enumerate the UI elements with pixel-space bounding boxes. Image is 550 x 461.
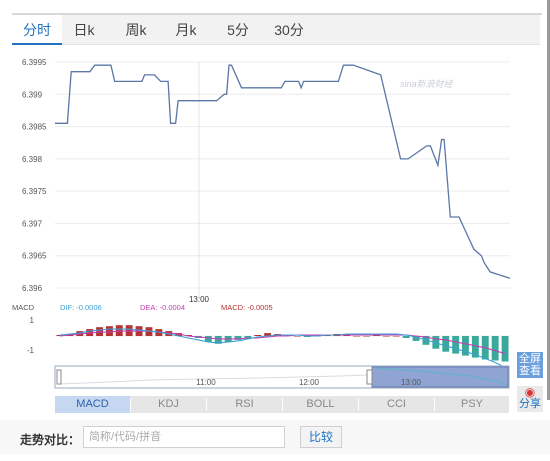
macd-bar	[412, 336, 420, 341]
macd-bar	[452, 336, 460, 354]
tab-divider	[434, 398, 435, 411]
tab-monthly-k[interactable]: 月k	[175, 22, 197, 38]
macd-bar	[501, 336, 509, 362]
macd-legend-item: DIF: -0.0006	[60, 303, 102, 312]
top-rule	[12, 13, 542, 15]
macd-bar	[244, 336, 252, 338]
macd-bar	[363, 336, 370, 337]
macd-bar	[254, 335, 262, 336]
indicator-tab-kdj[interactable]: KDJ	[158, 398, 179, 410]
y-tick-label: 6.3985	[22, 123, 47, 132]
macd-bar	[293, 336, 301, 337]
compare-search-input[interactable]	[83, 426, 285, 448]
indicator-tabs: MACD KDJ RSI BOLL CCI PSY	[55, 396, 509, 413]
macd-bar	[234, 336, 242, 340]
tab-30min[interactable]: 30分	[274, 22, 304, 38]
y-tick-label: 6.396	[22, 284, 43, 293]
dif-line	[59, 328, 506, 368]
macd-bar	[264, 333, 272, 336]
indicator-tab-rsi[interactable]: RSI	[235, 398, 254, 410]
y-tick-label: 6.397	[22, 219, 43, 228]
indicator-tab-boll[interactable]: BOLL	[306, 398, 335, 410]
y-tick-label: 6.3975	[22, 187, 47, 196]
tab-daily-k[interactable]: 日k	[73, 22, 95, 38]
macd-legend-item: DEA: -0.0004	[140, 303, 185, 312]
tab-divider	[282, 398, 283, 411]
indicator-tab-macd[interactable]: MACD	[55, 396, 130, 413]
macd-bar	[402, 336, 410, 338]
navigator-selection-line	[375, 367, 508, 386]
macd-bar	[491, 336, 499, 361]
dea-line	[59, 330, 506, 355]
macd-y-tick: 1	[30, 316, 35, 325]
compare-label: 走势对比：	[20, 433, 81, 447]
full-view-label: 全屏 查看	[519, 353, 541, 377]
time-marker-label: 13:00	[189, 295, 210, 304]
navigator-time-label: 13:00	[401, 378, 422, 387]
navigator-selection	[371, 366, 509, 388]
page-right-border	[547, 0, 550, 400]
macd-bar	[204, 336, 212, 342]
tab-5min[interactable]: 5分	[227, 22, 249, 38]
navigator-left-handle	[366, 369, 373, 385]
tab-divider	[206, 398, 207, 411]
navigator-time-label: 11:00	[196, 378, 216, 387]
tab-weekly-k[interactable]: 周k	[125, 22, 147, 38]
intraday-chart[interactable]: 6.3995 6.399 6.3985 6.398 6.3975 6.397 6.3965 6…	[0, 46, 550, 396]
y-tick-label: 6.399	[22, 90, 43, 99]
macd-title: MACD	[12, 303, 35, 312]
watermark-logo: sina新浪财经	[400, 79, 454, 89]
chart-area: 6.3995 6.399 6.3985 6.398 6.3975 6.397 6.3965 6…	[0, 46, 550, 396]
share-button[interactable]: ◉ 分享	[517, 386, 543, 412]
indicator-tab-cci[interactable]: CCI	[387, 398, 406, 410]
y-tick-label: 6.3995	[22, 58, 47, 67]
weibo-icon: ◉	[524, 385, 536, 399]
macd-bar	[382, 336, 390, 337]
navigator-overview-line	[59, 374, 369, 385]
macd-legend-item: MACD: -0.0005	[221, 303, 273, 312]
macd-bar	[471, 336, 479, 358]
macd-bar	[462, 336, 469, 356]
compare-button[interactable]: 比较	[300, 426, 342, 448]
navigator-time-label: 12:00	[299, 378, 320, 387]
price-line	[55, 64, 511, 279]
macd-bar	[106, 326, 113, 336]
full-view-button[interactable]: 全屏 查看	[517, 352, 543, 378]
y-tick-label: 6.398	[22, 155, 43, 164]
navigator-start-handle	[56, 369, 62, 385]
period-tabs: 分时 日k 周k 月k 5分 30分	[12, 15, 540, 45]
macd-bar	[214, 336, 222, 344]
tab-divider	[130, 398, 131, 411]
macd-bar	[442, 336, 450, 352]
indicator-tab-psy[interactable]: PSY	[460, 398, 483, 410]
macd-bar	[353, 336, 361, 337]
macd-y-tick: -1	[27, 346, 35, 355]
share-label: 分享	[519, 398, 541, 410]
compare-bar: 走势对比： 比较	[0, 420, 550, 454]
y-tick-label: 6.3965	[22, 252, 47, 261]
tab-intraday[interactable]: 分时	[12, 15, 62, 45]
tab-divider	[358, 398, 359, 411]
macd-bar	[392, 336, 400, 337]
